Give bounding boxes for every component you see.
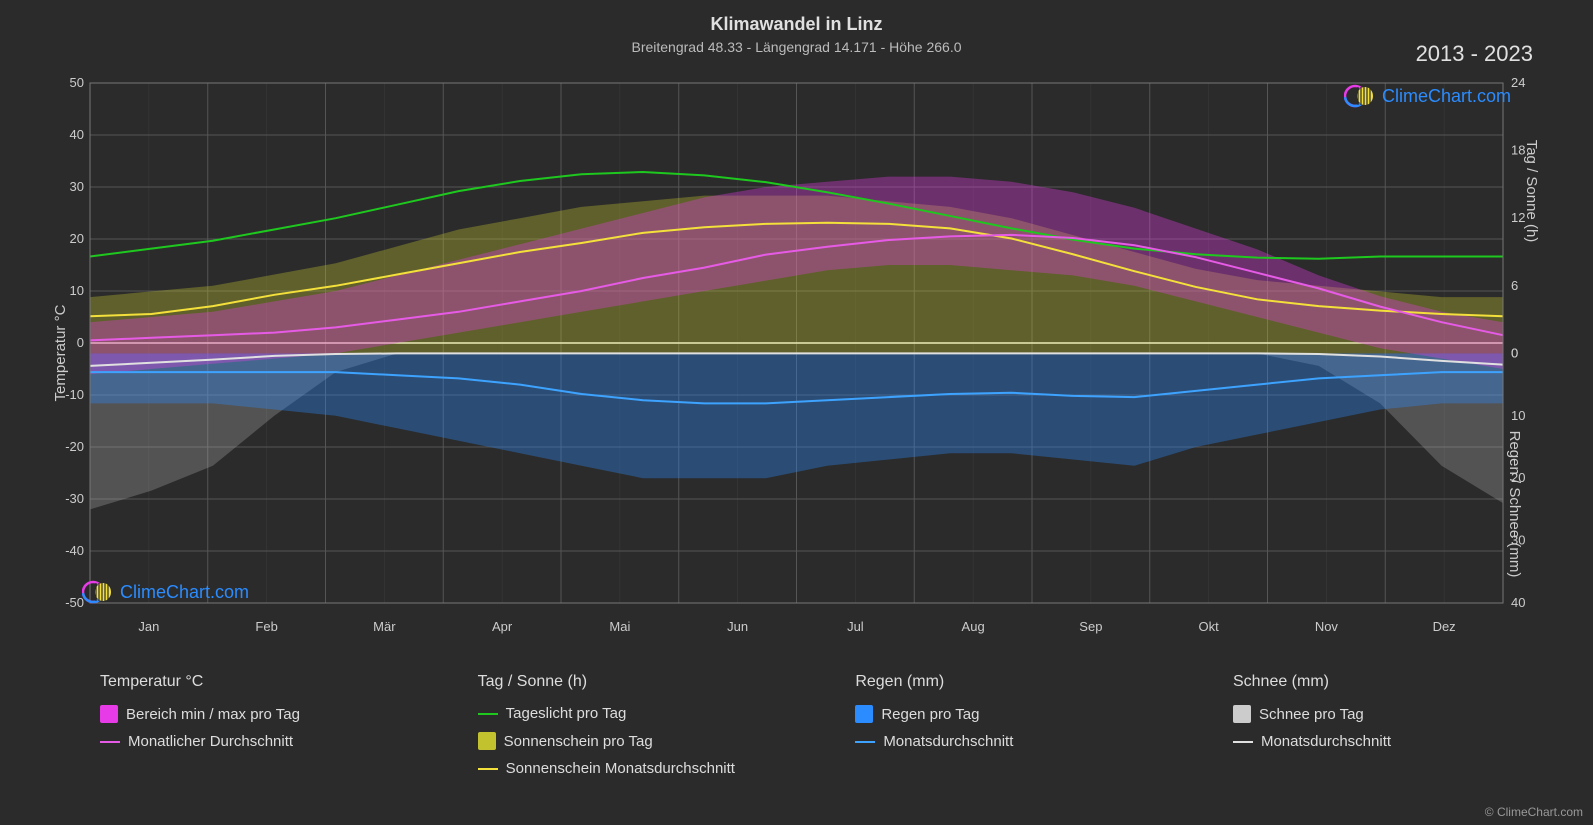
svg-text:6: 6 bbox=[1511, 278, 1518, 293]
brand-logo-top: ClimeChart.com bbox=[1344, 83, 1511, 109]
svg-text:Mär: Mär bbox=[373, 619, 396, 634]
svg-text:18: 18 bbox=[1511, 143, 1525, 158]
legend-item: Tageslicht pro Tag bbox=[478, 705, 738, 722]
legend-label: Monatlicher Durchschnitt bbox=[128, 733, 293, 750]
legend-item: Sonnenschein Monatsdurchschnitt bbox=[478, 760, 738, 777]
svg-text:30: 30 bbox=[70, 179, 84, 194]
svg-text:Nov: Nov bbox=[1315, 619, 1339, 634]
legend-column: Temperatur °C Bereich min / max pro Tag Mo… bbox=[100, 673, 360, 777]
svg-text:Mai: Mai bbox=[609, 619, 630, 634]
svg-text:Jan: Jan bbox=[138, 619, 159, 634]
legend-header: Regen (mm) bbox=[855, 673, 1115, 691]
svg-text:Feb: Feb bbox=[255, 619, 277, 634]
legend-item: Monatsdurchschnitt bbox=[1233, 733, 1493, 750]
legend-header: Temperatur °C bbox=[100, 673, 360, 691]
legend-column: Regen (mm) Regen pro Tag Monatsdurchschnit… bbox=[855, 673, 1115, 777]
legend-label: Sonnenschein pro Tag bbox=[504, 733, 653, 750]
brand-text: ClimeChart.com bbox=[1382, 86, 1511, 107]
copyright: © ClimeChart.com bbox=[1485, 805, 1583, 819]
chart-subtitle: Breitengrad 48.33 - Längengrad 14.171 - … bbox=[0, 35, 1593, 55]
legend-item: Monatlicher Durchschnitt bbox=[100, 733, 360, 750]
swatch-line-icon bbox=[478, 768, 498, 770]
swatch-line-icon bbox=[100, 741, 120, 743]
svg-text:-30: -30 bbox=[65, 491, 84, 506]
svg-text:Sep: Sep bbox=[1079, 619, 1102, 634]
legend-item: Schnee pro Tag bbox=[1233, 705, 1493, 723]
legend-label: Sonnenschein Monatsdurchschnitt bbox=[506, 760, 735, 777]
brand-icon bbox=[1344, 83, 1376, 109]
legend-item: Regen pro Tag bbox=[855, 705, 1115, 723]
swatch-line-icon bbox=[855, 741, 875, 743]
legend-column: Tag / Sonne (h) Tageslicht pro Tag Sonnens… bbox=[478, 673, 738, 777]
svg-text:10: 10 bbox=[1511, 408, 1525, 423]
svg-text:-40: -40 bbox=[65, 543, 84, 558]
legend-label: Monatsdurchschnitt bbox=[1261, 733, 1391, 750]
svg-text:24: 24 bbox=[1511, 75, 1525, 90]
brand-logo-bottom: ClimeChart.com bbox=[82, 579, 249, 605]
svg-text:50: 50 bbox=[70, 75, 84, 90]
legend-column: Schnee (mm) Schnee pro Tag Monatsdurchschn… bbox=[1233, 673, 1493, 777]
legend-item: Sonnenschein pro Tag bbox=[478, 732, 738, 750]
svg-text:-20: -20 bbox=[65, 439, 84, 454]
svg-text:20: 20 bbox=[1511, 470, 1525, 485]
legend-item: Bereich min / max pro Tag bbox=[100, 705, 360, 723]
swatch-line-icon bbox=[1233, 741, 1253, 743]
chart-title: Klimawandel in Linz bbox=[0, 0, 1593, 35]
svg-text:-10: -10 bbox=[65, 387, 84, 402]
swatch-box-icon bbox=[100, 705, 118, 723]
svg-text:10: 10 bbox=[70, 283, 84, 298]
legend-label: Monatsdurchschnitt bbox=[883, 733, 1013, 750]
swatch-line-icon bbox=[478, 713, 498, 715]
svg-text:12: 12 bbox=[1511, 210, 1525, 225]
svg-text:Okt: Okt bbox=[1199, 619, 1220, 634]
legend-item: Monatsdurchschnitt bbox=[855, 733, 1115, 750]
plot-svg: -50-40-30-20-100102030405006121824010203… bbox=[60, 63, 1533, 643]
svg-text:Aug: Aug bbox=[962, 619, 985, 634]
svg-text:0: 0 bbox=[1511, 345, 1518, 360]
svg-text:20: 20 bbox=[70, 231, 84, 246]
brand-text: ClimeChart.com bbox=[120, 582, 249, 603]
swatch-box-icon bbox=[1233, 705, 1251, 723]
legend-label: Tageslicht pro Tag bbox=[506, 705, 627, 722]
svg-text:30: 30 bbox=[1511, 533, 1525, 548]
svg-text:Dez: Dez bbox=[1433, 619, 1456, 634]
swatch-box-icon bbox=[478, 732, 496, 750]
legend-label: Bereich min / max pro Tag bbox=[126, 706, 300, 723]
svg-text:40: 40 bbox=[1511, 595, 1525, 610]
chart-area: 2013 - 2023 Temperatur °C Tag / Sonne (h… bbox=[60, 63, 1533, 643]
svg-text:Jul: Jul bbox=[847, 619, 864, 634]
legend-header: Schnee (mm) bbox=[1233, 673, 1493, 691]
legend: Temperatur °C Bereich min / max pro Tag Mo… bbox=[100, 673, 1493, 777]
swatch-box-icon bbox=[855, 705, 873, 723]
svg-text:Apr: Apr bbox=[492, 619, 513, 634]
legend-header: Tag / Sonne (h) bbox=[478, 673, 738, 691]
brand-icon bbox=[82, 579, 114, 605]
legend-label: Schnee pro Tag bbox=[1259, 706, 1364, 723]
svg-text:40: 40 bbox=[70, 127, 84, 142]
legend-label: Regen pro Tag bbox=[881, 706, 979, 723]
svg-text:0: 0 bbox=[77, 335, 84, 350]
svg-text:Jun: Jun bbox=[727, 619, 748, 634]
